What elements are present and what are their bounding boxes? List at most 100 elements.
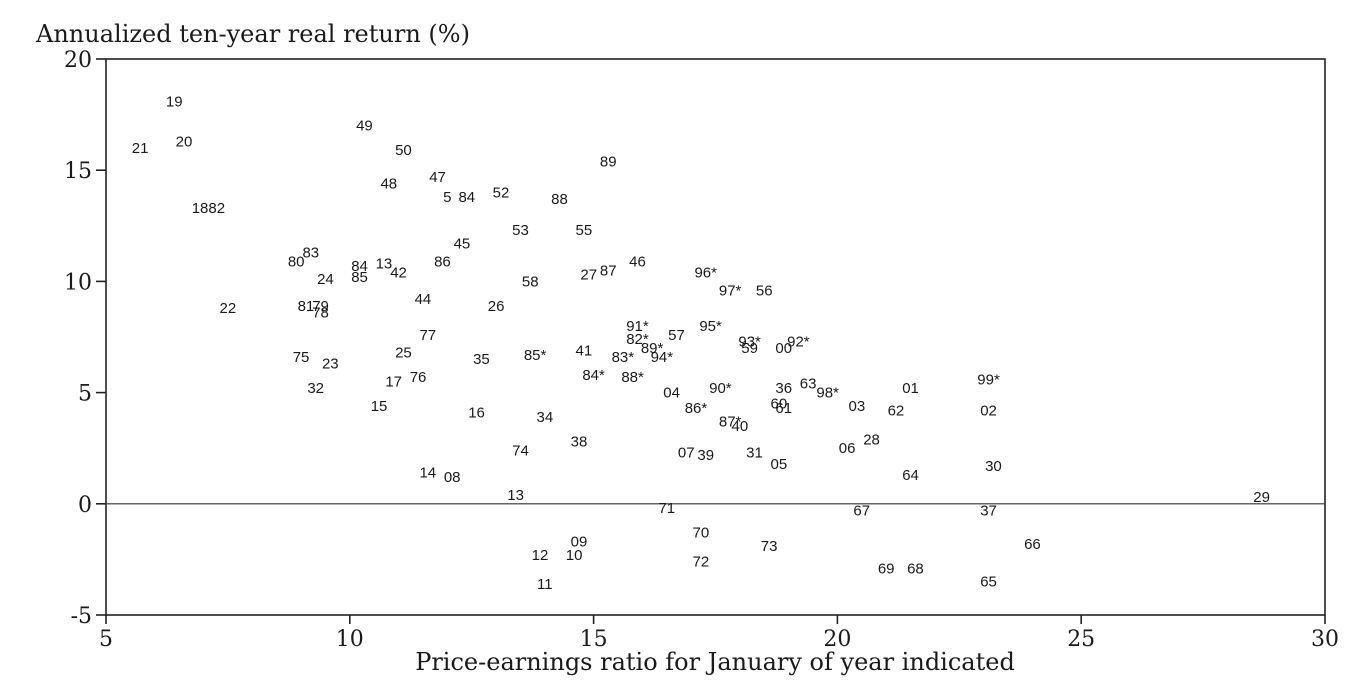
data-point-label: 79 <box>312 298 329 315</box>
data-point-label: 39 <box>697 447 714 464</box>
data-point-label: 12 <box>532 547 549 564</box>
data-point-label: 38 <box>571 434 588 451</box>
data-point-label: 26 <box>488 298 505 315</box>
data-point-label: 95* <box>699 318 722 335</box>
data-point-label: 87* <box>719 414 742 431</box>
data-point-label: 85* <box>524 347 547 364</box>
data-point-label: 5 <box>443 189 451 206</box>
data-point-label: 32 <box>307 380 324 397</box>
data-point-label: 37 <box>980 502 997 519</box>
data-point-label: 71 <box>658 500 675 517</box>
data-point-label: 69 <box>878 560 895 577</box>
data-point-label: 92* <box>787 333 810 350</box>
data-point-label: 27 <box>580 267 597 284</box>
data-point-label: 17 <box>385 373 402 390</box>
data-point-label: 03 <box>849 398 866 415</box>
y-tick-label: 10 <box>64 270 92 295</box>
data-point-label: 19 <box>166 93 183 110</box>
data-point-label: 05 <box>771 456 788 473</box>
data-point-label: 13 <box>376 256 393 273</box>
data-point-label: 62 <box>888 402 905 419</box>
data-point-label: 48 <box>380 176 397 193</box>
data-point-label: 40 <box>732 418 749 435</box>
data-point-label: 67 <box>853 502 870 519</box>
data-point-label: 13 <box>507 487 524 504</box>
data-point-label: 52 <box>493 184 510 201</box>
plot-frame <box>105 58 1326 616</box>
data-point-label: 55 <box>576 222 593 239</box>
data-point-label: 70 <box>693 525 710 542</box>
data-point-label: 34 <box>536 409 553 426</box>
data-point-label: 56 <box>756 282 773 299</box>
data-point-label: 60 <box>771 396 788 413</box>
data-point-label: 68 <box>907 560 924 577</box>
data-point-label: 84 <box>458 189 475 206</box>
data-point-label: 88 <box>551 191 568 208</box>
data-point-label: 78 <box>312 305 329 322</box>
data-point-label: 84 <box>351 258 368 275</box>
data-point-label: 86 <box>434 253 451 270</box>
data-point-label: 94* <box>651 349 674 366</box>
data-point-label: 10 <box>566 547 583 564</box>
data-point-label: 42 <box>390 265 407 282</box>
data-point-label: 06 <box>839 440 856 457</box>
data-point-label: 44 <box>415 291 432 308</box>
data-point-label: 29 <box>1253 489 1270 506</box>
data-point-label: 85 <box>351 269 368 286</box>
data-point-label: 16 <box>468 405 485 422</box>
data-point-label: 53 <box>512 222 529 239</box>
y-tick-label: 20 <box>64 48 92 73</box>
x-tick-label: 25 <box>1067 627 1095 652</box>
data-point-label: 25 <box>395 345 412 362</box>
data-point-label: 00 <box>775 340 792 357</box>
data-point-label: 45 <box>454 236 471 253</box>
data-point-label: 41 <box>576 342 593 359</box>
data-point-label: 66 <box>1024 536 1041 553</box>
data-point-label: 11 <box>537 576 553 593</box>
y-tick-label: 15 <box>64 159 92 184</box>
data-point-label: 82* <box>626 331 649 348</box>
data-point-label: 46 <box>629 253 646 270</box>
data-point-label: 89 <box>600 153 617 170</box>
y-tick-label: 0 <box>78 493 92 518</box>
data-point-label: 97* <box>719 282 742 299</box>
data-point-label: 36 <box>775 380 792 397</box>
data-point-label: 24 <box>317 271 334 288</box>
data-point-label: 57 <box>668 327 685 344</box>
data-point-label: 20 <box>176 133 193 150</box>
data-point-label: 30 <box>985 458 1002 475</box>
data-point-label: 88* <box>621 369 644 386</box>
data-point-label: 83* <box>612 349 635 366</box>
data-point-label: 77 <box>419 327 436 344</box>
y-axis: 20 15 10 5 0 -5 <box>64 48 106 629</box>
data-point-label: 63 <box>800 376 817 393</box>
data-point-label: 74 <box>512 442 529 459</box>
data-point-label: 99* <box>977 371 1000 388</box>
data-point-label: 02 <box>980 402 997 419</box>
data-point-label: 15 <box>371 398 388 415</box>
data-point-label: 09 <box>571 534 588 551</box>
data-point-label: 64 <box>902 467 919 484</box>
data-point-label: 01 <box>902 380 919 397</box>
y-tick-label: -5 <box>71 604 92 629</box>
data-point-label: 98* <box>816 385 839 402</box>
data-point-label: 07 <box>678 445 695 462</box>
data-point-label: 21 <box>132 140 149 157</box>
data-point-label: 87 <box>600 262 617 279</box>
data-point-label: 47 <box>429 169 446 186</box>
data-point-label: 76 <box>410 369 427 386</box>
data-point-label: 81 <box>298 298 315 315</box>
data-point-label: 91* <box>626 318 649 335</box>
data-point-label: 61 <box>775 400 792 417</box>
data-point-label: 75 <box>293 349 310 366</box>
data-point-label: 58 <box>522 273 539 290</box>
data-point-label: 89* <box>641 340 664 357</box>
data-point-label: 84* <box>582 367 605 384</box>
data-point-label: 14 <box>419 465 436 482</box>
x-tick-label: 20 <box>823 627 851 652</box>
x-tick-label: 10 <box>336 627 364 652</box>
x-tick-label: 30 <box>1311 627 1339 652</box>
data-point-label: 08 <box>444 469 461 486</box>
